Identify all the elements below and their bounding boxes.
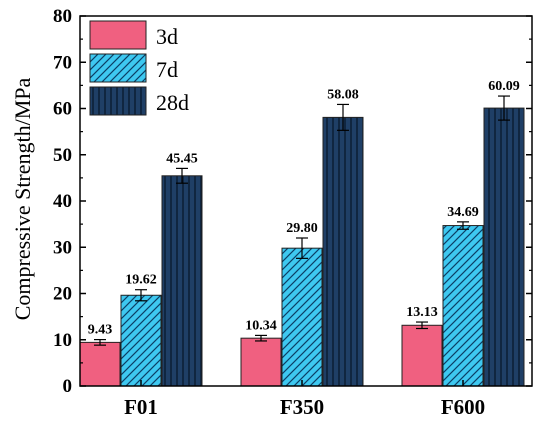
legend-label-7d: 7d xyxy=(156,57,178,82)
data-label: 34.69 xyxy=(447,205,479,220)
error-bar xyxy=(94,339,106,346)
data-label: 58.08 xyxy=(327,87,359,102)
bar-7d-F350 xyxy=(281,247,323,387)
x-tick-label: F600 xyxy=(441,395,485,419)
plot-area: 9.43 10.34 13.13 19.62 29.80 34.69 45.45 58.08 6… xyxy=(79,15,533,387)
bar-7d-F01 xyxy=(120,294,162,387)
error-bar xyxy=(337,103,349,131)
legend-swatch-28d xyxy=(89,86,147,116)
error-bar xyxy=(498,95,510,121)
y-tick-label: 80 xyxy=(53,6,72,27)
legend: 3d 7d 28d xyxy=(89,20,189,116)
legend-label-3d: 3d xyxy=(156,24,178,49)
y-axis-title-group: Compressive Strength/MPa xyxy=(10,77,35,320)
data-label: 45.45 xyxy=(166,151,198,166)
bar-3d-F01 xyxy=(79,341,121,387)
y-tick-label: 50 xyxy=(53,145,72,166)
legend-swatch-3d xyxy=(89,20,147,50)
bar-3d-F350 xyxy=(240,337,282,387)
y-tick-label: 40 xyxy=(53,191,72,212)
bar-28d-F350 xyxy=(322,116,364,387)
data-label: 9.43 xyxy=(88,323,113,338)
data-label: 13.13 xyxy=(406,305,438,320)
legend-swatch-7d xyxy=(89,53,147,83)
y-tick-label: 10 xyxy=(53,330,72,351)
bar-28d-F600 xyxy=(483,107,525,387)
y-tick-label: 30 xyxy=(53,237,72,258)
error-bar xyxy=(416,321,428,330)
error-bar xyxy=(255,334,267,342)
error-bar xyxy=(457,221,469,230)
legend-label-28d: 28d xyxy=(156,90,189,115)
y-tick-label: 20 xyxy=(53,284,72,305)
error-bar xyxy=(176,167,188,184)
data-label: 19.62 xyxy=(125,273,157,288)
error-bar xyxy=(135,289,147,302)
y-tick-label: 60 xyxy=(53,99,72,120)
data-label: 60.09 xyxy=(488,79,520,94)
bar-7d-F600 xyxy=(442,225,484,387)
data-label: 29.80 xyxy=(286,221,318,236)
y-tick-label: 0 xyxy=(63,376,73,397)
x-tick-label: F01 xyxy=(124,395,158,419)
y-axis-title: Compressive Strength/MPa xyxy=(10,77,35,320)
x-tick-label: F350 xyxy=(280,395,324,419)
y-tick-label: 70 xyxy=(53,52,72,73)
bar-28d-F01 xyxy=(161,175,203,387)
data-label: 10.34 xyxy=(245,318,277,333)
error-bar xyxy=(296,237,308,259)
bar-3d-F600 xyxy=(401,324,443,387)
axis-ticks: 0 10 20 30 40 50 60 70 80 F01 F350 F600 xyxy=(53,6,532,419)
